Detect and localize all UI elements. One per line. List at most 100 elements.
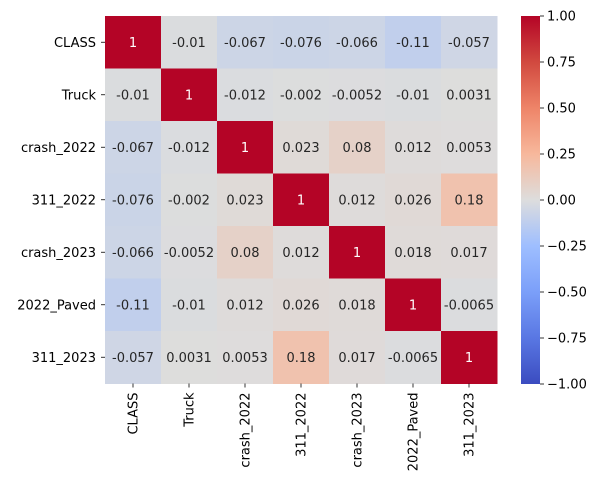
heatmap-cell <box>105 121 162 174</box>
heatmap-cell <box>385 173 442 227</box>
y-tick-label: 2022_Paved <box>17 298 96 313</box>
colorbar-tick-label: −0.25 <box>547 240 587 255</box>
heatmap-cell <box>329 16 386 69</box>
cell-value-label: 0.018 <box>338 298 375 313</box>
heatmap-cell <box>273 226 330 279</box>
cell-value-label: 1 <box>353 246 361 261</box>
heatmap-cell <box>441 121 498 174</box>
cell-value-label: -0.067 <box>224 36 266 51</box>
x-tick-label: 2022_Paved <box>407 393 422 472</box>
cell-value-label: -0.076 <box>112 193 154 208</box>
heatmap-cell <box>161 173 218 227</box>
heatmap-cell <box>441 68 498 122</box>
cell-value-label: -0.01 <box>396 88 430 103</box>
cell-value-label: 1 <box>465 351 473 366</box>
cell-value-label: 0.012 <box>394 141 431 156</box>
heatmap-cell <box>329 278 386 332</box>
cell-value-label: 0.023 <box>226 193 263 208</box>
cell-value-label: -0.0065 <box>388 351 438 366</box>
cell-value-label: 0.08 <box>231 246 260 261</box>
heatmap-cell <box>217 173 274 227</box>
heatmap-cell <box>385 226 442 279</box>
heatmap-cell <box>441 278 498 332</box>
cell-value-label: -0.002 <box>280 88 322 103</box>
heatmap-cell <box>217 226 274 279</box>
x-tick-label: crash_2022 <box>239 393 254 468</box>
heatmap-cell-labels: 1 -0.01 -0.067 -0.076 -0.066 -0.11 -0.057 -0.01… <box>112 36 494 366</box>
colorbar-gradient <box>521 16 540 384</box>
y-tick-label: 311_2022 <box>32 193 96 208</box>
cell-value-label: 0.0031 <box>166 351 212 366</box>
cell-value-label: 0.023 <box>282 141 319 156</box>
heatmap-cell <box>217 278 274 332</box>
cell-value-label: -0.066 <box>336 36 378 51</box>
y-tick-label: Truck <box>61 88 97 103</box>
cell-value-label: -0.066 <box>112 246 154 261</box>
cell-value-label: -0.012 <box>168 141 210 156</box>
cell-value-label: 1 <box>409 298 417 313</box>
heatmap-cell <box>385 278 442 332</box>
cell-value-label: -0.01 <box>116 88 150 103</box>
cell-value-label: -0.01 <box>172 298 206 313</box>
heatmap-cell <box>161 331 218 384</box>
x-tick-label: CLASS <box>127 393 142 435</box>
heatmap-cell <box>217 16 274 69</box>
colorbar-tick-label: 1.00 <box>547 10 576 25</box>
heatmap-cell <box>329 121 386 174</box>
heatmap-cell <box>273 331 330 384</box>
x-tick-label: 311_2022 <box>295 393 310 457</box>
cell-value-label: 1 <box>297 193 305 208</box>
heatmap-cell <box>385 121 442 174</box>
colorbar-tick-label: −1.00 <box>547 378 587 393</box>
heatmap-cell <box>161 16 218 69</box>
y-tick-label: CLASS <box>54 36 96 51</box>
cell-value-label: 0.08 <box>343 141 372 156</box>
cell-value-label: -0.076 <box>280 36 322 51</box>
colorbar-tick-label: 0.75 <box>547 56 576 71</box>
heatmap-cell <box>273 173 330 227</box>
x-tick-label: 311_2023 <box>463 393 478 457</box>
heatmap-cell <box>441 16 498 69</box>
heatmap-cell <box>441 226 498 279</box>
heatmap-cell <box>105 226 162 279</box>
x-tick-label: Truck <box>183 392 198 428</box>
cell-value-label: -0.11 <box>396 36 430 51</box>
heatmap-cell <box>441 331 498 384</box>
heatmap-cell <box>105 173 162 227</box>
heatmap-cell <box>217 68 274 122</box>
heatmap-cell <box>105 16 162 69</box>
y-tick-label: crash_2023 <box>21 246 96 261</box>
cell-value-label: -0.012 <box>224 88 266 103</box>
x-tick-label: crash_2023 <box>351 393 366 468</box>
heatmap-cell <box>273 16 330 69</box>
colorbar-tick-label: 0.25 <box>547 148 576 163</box>
cell-value-label: 0.0053 <box>446 141 492 156</box>
heatmap-cell <box>329 226 386 279</box>
cell-value-label: 0.017 <box>338 351 375 366</box>
heatmap-cell <box>273 278 330 332</box>
cell-value-label: 0.017 <box>450 246 487 261</box>
cell-value-label: -0.002 <box>168 193 210 208</box>
heatmap-cell <box>273 68 330 122</box>
cell-value-label: -0.057 <box>448 36 490 51</box>
heatmap-cell <box>161 121 218 174</box>
cell-value-label: 0.0031 <box>446 88 492 103</box>
heatmap-cell <box>329 331 386 384</box>
heatmap-cell <box>273 121 330 174</box>
cell-value-label: 0.012 <box>226 298 263 313</box>
heatmap-cell <box>161 68 218 122</box>
cell-value-label: 0.0053 <box>222 351 268 366</box>
cell-value-label: -0.11 <box>116 298 150 313</box>
y-tick-label: crash_2022 <box>21 141 96 156</box>
cell-value-label: -0.0052 <box>332 88 382 103</box>
cell-value-label: -0.01 <box>172 36 206 51</box>
cell-value-label: 0.018 <box>394 246 431 261</box>
heatmap-cell <box>161 226 218 279</box>
heatmap-cell <box>161 278 218 332</box>
heatmap-cell <box>385 331 442 384</box>
cell-value-label: 0.012 <box>282 246 319 261</box>
heatmap-cells <box>105 16 498 384</box>
heatmap-cell <box>329 173 386 227</box>
cell-value-label: -0.057 <box>112 351 154 366</box>
